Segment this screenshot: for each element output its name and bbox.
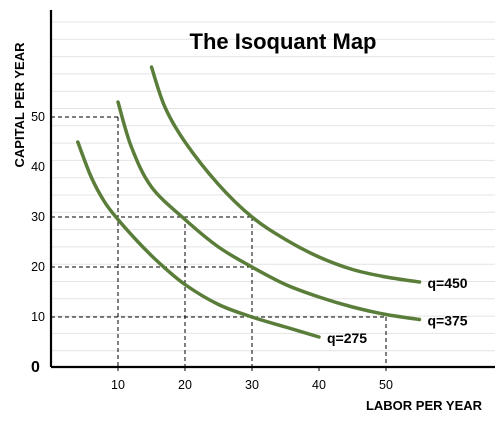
x-tick-label: 20 <box>178 378 192 392</box>
y-tick-label: 30 <box>31 210 45 224</box>
reference-lines <box>51 116 387 367</box>
axes <box>49 10 495 369</box>
y-tick-label: 20 <box>31 260 45 274</box>
x-tick-label: 40 <box>312 378 326 392</box>
grid <box>51 21 495 352</box>
x-axis-title: LABOR PER YEAR <box>366 398 483 413</box>
isoquant-curve-q-450 <box>149 65 422 284</box>
isoquant-curve-q-375 <box>116 100 422 322</box>
x-tick-label: 30 <box>245 378 259 392</box>
curve-label-q-450: q=450 <box>428 275 468 291</box>
isoquant-curves <box>76 65 422 339</box>
chart-title: The Isoquant Map <box>190 29 377 54</box>
tick-labels: 10 20 30 40 50 10 20 30 40 50 <box>31 110 393 392</box>
curve-label-q-275: q=275 <box>327 330 367 346</box>
y-axis-title: CAPITAL PER YEAR <box>12 42 27 168</box>
y-tick-label: 40 <box>31 160 45 174</box>
curve-labels: q=275 q=375 q=450 <box>327 275 468 346</box>
y-tick-label: 50 <box>31 110 45 124</box>
x-tick-label: 50 <box>379 378 393 392</box>
y-tick-label: 10 <box>31 310 45 324</box>
origin-label: 0 <box>31 359 40 376</box>
isoquant-curve-q-275 <box>76 140 321 339</box>
curve-label-q-375: q=375 <box>428 313 468 329</box>
x-tick-label: 10 <box>111 378 125 392</box>
